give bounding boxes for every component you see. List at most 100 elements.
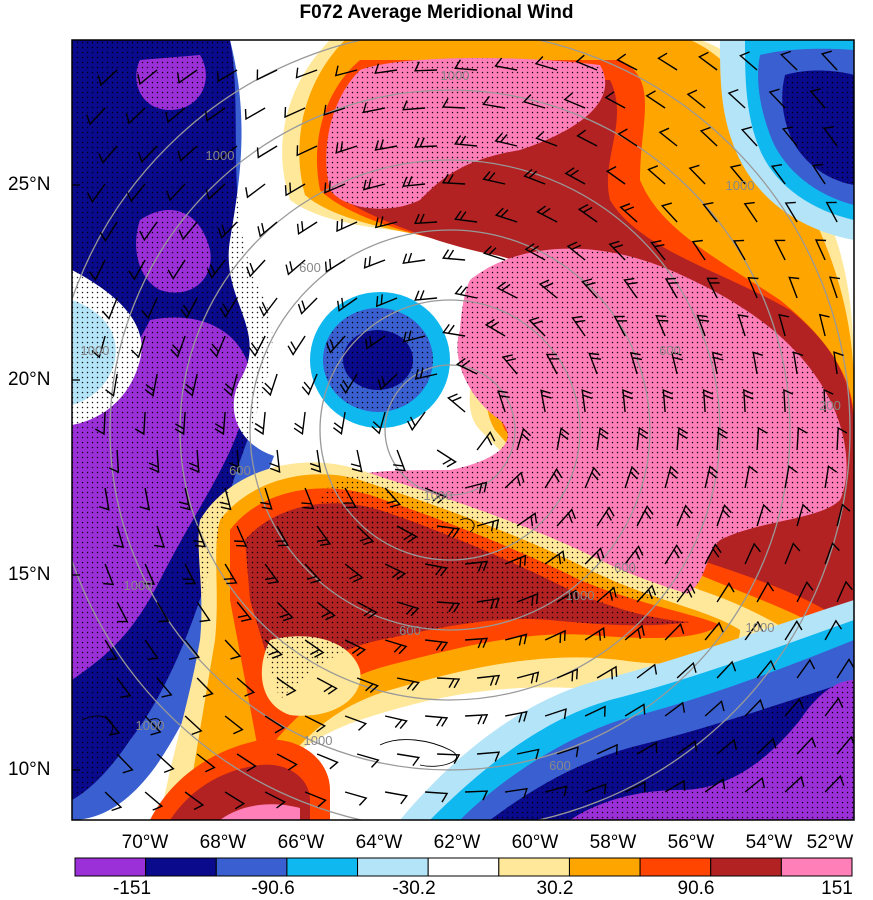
wind-barb <box>571 315 586 337</box>
wind-barb <box>636 741 658 755</box>
wind-barb <box>144 373 158 397</box>
lat-label-20n: 20°N <box>8 369 51 390</box>
wind-barb <box>524 243 546 261</box>
wind-barb <box>442 249 466 261</box>
wind-barb <box>293 411 306 436</box>
wind-barb <box>437 601 461 613</box>
wind-barb <box>608 240 626 261</box>
lon-label-52w: 52°W <box>806 832 854 853</box>
wind-barb <box>269 449 281 473</box>
lon-label-62w: 62°W <box>433 832 481 853</box>
wind-barb <box>324 258 346 273</box>
wind-barb <box>584 466 601 489</box>
wind-barb <box>629 352 643 375</box>
wind-barb <box>658 127 678 147</box>
wind-barb <box>454 285 478 299</box>
wind-barb <box>464 481 488 494</box>
wind-barb <box>729 164 746 185</box>
wind-barb <box>676 583 696 603</box>
wind-barb <box>704 778 726 793</box>
wind-barb <box>396 525 418 543</box>
wind-barb <box>796 503 811 527</box>
wind-barb <box>287 335 306 356</box>
colorbar-label-3: -30.2 <box>392 878 436 899</box>
wind-barb <box>476 430 496 451</box>
wind-barb <box>664 701 686 717</box>
wind-barb <box>796 736 817 755</box>
wind-barb <box>716 738 737 755</box>
wind-barb <box>664 465 679 489</box>
wind-barb <box>528 316 546 337</box>
wind-barb <box>622 389 633 413</box>
wind-barb <box>691 239 706 261</box>
wind-barb <box>316 525 332 546</box>
wind-barb <box>752 351 764 375</box>
wind-barb <box>617 128 638 147</box>
wind-barb <box>316 601 336 621</box>
wind-barb <box>258 297 278 317</box>
wind-barb <box>824 465 838 489</box>
wind-barb <box>344 563 364 583</box>
wind-barb <box>740 126 758 147</box>
wind-barb <box>326 335 346 354</box>
wind-barb <box>256 145 278 159</box>
wind-barb <box>522 94 546 109</box>
wind-barb <box>339 373 358 395</box>
wind-barb <box>743 201 758 223</box>
wind-barb <box>304 639 325 658</box>
wind-barb <box>647 165 666 185</box>
ring-label: 1000 <box>304 733 333 748</box>
wind-barb <box>356 601 378 619</box>
wind-barb <box>137 69 158 86</box>
wind-barb <box>584 705 606 717</box>
wind-barb <box>236 601 253 622</box>
wind-barb <box>206 259 226 279</box>
wind-barb <box>414 290 438 301</box>
colorbar <box>74 857 853 877</box>
wind-barb <box>97 69 118 87</box>
wind-barb <box>796 580 814 603</box>
wind-barb <box>396 601 420 617</box>
wind-barb <box>704 700 725 717</box>
lon-label-70w: 70°W <box>121 832 169 853</box>
wind-barb <box>501 354 518 375</box>
wind-barb <box>137 145 158 164</box>
wind-barb <box>180 297 198 319</box>
colorbar-label-4: 30.2 <box>536 878 574 899</box>
wind-barb <box>605 165 626 185</box>
wind-barb <box>414 367 438 380</box>
wind-barb <box>335 141 358 154</box>
wind-barb <box>244 107 266 121</box>
wind-barb <box>396 753 421 767</box>
wind-barb <box>156 677 173 698</box>
wind-barb <box>465 790 489 801</box>
wind-barb <box>650 240 666 261</box>
ring-label: 1000 <box>441 68 470 83</box>
wind-barb <box>374 216 398 229</box>
wind-barb <box>828 276 840 299</box>
wind-barb <box>295 67 318 79</box>
wind-barb <box>301 373 318 396</box>
wind-barb <box>104 639 118 661</box>
lat-ticks <box>72 184 80 771</box>
lon-label-58w: 58°W <box>589 832 637 853</box>
wind-barb <box>482 245 506 261</box>
wind-barb <box>784 201 798 223</box>
wind-barb <box>196 753 216 773</box>
wind-barb <box>556 589 578 604</box>
wind-barb <box>246 259 266 278</box>
wind-barb <box>170 335 186 359</box>
colorbar-swatch <box>780 857 853 877</box>
wind-barb <box>756 737 777 755</box>
wind-barb <box>556 746 579 758</box>
wind-barb <box>576 129 598 147</box>
wind-barb <box>402 176 426 188</box>
wind-barb <box>465 560 489 572</box>
wind-barb <box>245 183 266 199</box>
wind-barb <box>676 661 697 679</box>
wind-barb <box>441 173 466 185</box>
ring-label: 600 <box>549 758 571 773</box>
wind-barb <box>619 203 638 223</box>
wind-barb <box>384 791 409 805</box>
